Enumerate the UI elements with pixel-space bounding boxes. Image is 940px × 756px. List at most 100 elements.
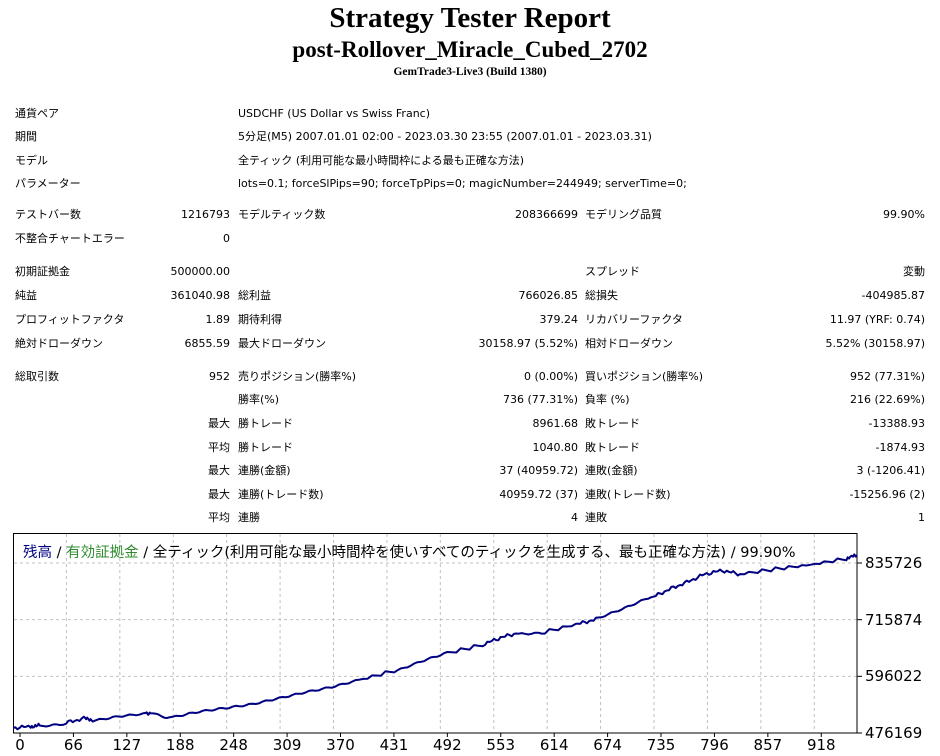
y-tick-label: 596022 xyxy=(865,667,923,686)
ticks-label: モデルティック数 xyxy=(238,208,326,221)
x-tick-label: 614 xyxy=(539,736,569,754)
legend-description: / 全ティック(利用可能な最小時間枠を使いすべてのティックを生成する、最も正確な… xyxy=(138,545,796,561)
x-tick-label: 492 xyxy=(433,736,462,754)
consecloss-amt-value: 3 (-1206.41) xyxy=(856,464,925,477)
y-tick-label: 715874 xyxy=(865,610,923,629)
consecwin-cnt-value: 40959.72 (37) xyxy=(499,488,578,501)
bars-value: 1216793 xyxy=(181,208,230,221)
max-word: 最大 xyxy=(208,464,230,477)
balance-series-line xyxy=(13,553,858,731)
x-tick-label: 796 xyxy=(700,736,729,754)
params-value: lots=0.1; forceSlPips=90; forceTpPips=0;… xyxy=(238,177,687,190)
deposit-label: 初期証拠金 xyxy=(15,265,70,278)
short-value: 0 (0.00%) xyxy=(523,370,578,383)
absdd-label: 絶対ドローダウン xyxy=(15,337,103,350)
consecwin-amt-label: 連勝(金額) xyxy=(238,464,291,477)
trades-value: 952 xyxy=(209,370,230,383)
legend-sep: / xyxy=(52,545,67,561)
maxloss-value: -13388.93 xyxy=(868,417,925,430)
deposit-value: 500000.00 xyxy=(170,265,231,278)
consecloss-cnt-label: 連敗(トレード数) xyxy=(585,488,671,501)
pair-value: USDCHF (US Dollar vs Swiss Franc) xyxy=(238,107,431,120)
avg-word: 平均 xyxy=(208,441,230,454)
trades-label: 総取引数 xyxy=(15,370,59,383)
pf-value: 1.89 xyxy=(205,313,231,326)
short-label: 売りポジション(勝率%) xyxy=(238,370,357,383)
period-label: 期間 xyxy=(15,130,37,143)
maxwin-value: 8961.68 xyxy=(532,417,579,430)
grossprofit-label: 総利益 xyxy=(238,289,271,302)
avg-word: 平均 xyxy=(208,511,230,524)
lossrate-value: 216 (22.69%) xyxy=(849,393,925,406)
consecwin-amt-value: 37 (40959.72) xyxy=(499,464,578,477)
consecloss-amt-label: 連敗(金額) xyxy=(585,464,638,477)
chart-legend: 残高 / 有効証拠金 / 全ティック(利用可能な最小時間枠を使いすべてのティック… xyxy=(23,541,796,562)
long-label: 買いポジション(勝率%) xyxy=(585,370,704,383)
period-value: 5分足(M5) 2007.01.01 02:00 - 2023.03.30 23… xyxy=(238,130,652,143)
consecloss-cnt-value: -15256.96 (2) xyxy=(849,488,925,501)
expected-label: 期待利得 xyxy=(238,313,282,326)
balance-chart: 残高 / 有効証拠金 / 全ティック(利用可能な最小時間枠を使いすべてのティック… xyxy=(13,533,940,756)
avgconsecwin-label: 連勝 xyxy=(238,511,260,524)
grossloss-label: 総損失 xyxy=(585,289,618,302)
x-tick-label: 674 xyxy=(593,736,622,754)
legend-balance: 残高 xyxy=(23,545,52,561)
spread-value: 変動 xyxy=(903,265,925,278)
x-tick-label: 857 xyxy=(753,736,783,754)
mismatch-value: 0 xyxy=(223,232,230,245)
avgconsecloss-label: 連敗 xyxy=(585,511,607,524)
absdd-value: 6855.59 xyxy=(184,337,231,350)
x-tick-label: 431 xyxy=(379,736,409,754)
max-word: 最大 xyxy=(208,488,230,501)
server-build: GemTrade3-Live3 (Build 1380) xyxy=(393,66,547,78)
max-word: 最大 xyxy=(208,417,230,430)
chart-frame xyxy=(13,533,858,734)
pair-label: 通貨ペア xyxy=(15,107,59,120)
report-title: Strategy Tester Report xyxy=(329,2,611,34)
x-tick-label: 127 xyxy=(112,736,142,754)
maxdd-value: 30158.97 (5.52%) xyxy=(478,337,578,350)
maxloss-label: 敗トレード xyxy=(585,417,640,430)
mismatch-label: 不整合チャートエラー xyxy=(15,232,125,245)
recovery-label: リカバリーファクタ xyxy=(585,313,683,326)
ticks-value: 208366699 xyxy=(515,208,578,221)
quality-label: モデリング品質 xyxy=(585,208,662,221)
x-tick-label: 735 xyxy=(646,736,676,754)
maxdd-label: 最大ドローダウン xyxy=(238,337,326,350)
x-tick-label: 188 xyxy=(165,736,195,754)
avgloss-label: 敗トレード xyxy=(585,441,640,454)
netprofit-label: 純益 xyxy=(15,289,37,302)
long-value: 952 (77.31%) xyxy=(849,370,925,383)
recovery-value: 11.97 (YRF: 0.74) xyxy=(829,313,925,326)
x-tick-label: 248 xyxy=(219,736,248,754)
netprofit-value: 361040.98 xyxy=(170,289,231,302)
lossrate-label: 負率 (%) xyxy=(585,393,630,406)
grossloss-value: -404985.87 xyxy=(861,289,925,302)
report-subtitle: post-Rollover_Miracle_Cubed_2702 xyxy=(292,37,648,62)
model-label: モデル xyxy=(15,154,48,167)
avgwin-label: 勝トレード xyxy=(238,441,293,454)
y-tick-label: 835726 xyxy=(865,554,923,572)
spread-label: スプレッド xyxy=(585,265,640,278)
model-value: 全ティック (利用可能な最小時間枠による最も正確な方法) xyxy=(238,154,525,167)
avgconsecloss-value: 1 xyxy=(918,511,925,524)
consecwin-cnt-label: 連勝(トレード数) xyxy=(238,488,324,501)
winrate-value: 736 (77.31%) xyxy=(502,393,578,406)
pf-label: プロフィットファクタ xyxy=(15,313,125,326)
winrate-label: 勝率(%) xyxy=(238,393,280,406)
expected-value: 379.24 xyxy=(539,313,579,326)
grossprofit-value: 766026.85 xyxy=(518,289,579,302)
chart-canvas xyxy=(13,533,862,737)
x-tick-label: 370 xyxy=(326,736,355,754)
maxwin-label: 勝トレード xyxy=(238,417,293,430)
y-tick-label: 476169 xyxy=(865,724,923,742)
legend-equity: 有効証拠金 xyxy=(66,545,139,561)
avgconsecwin-value: 4 xyxy=(571,511,578,524)
params-label: パラメーター xyxy=(15,177,81,190)
reldd-label: 相対ドローダウン xyxy=(585,337,673,350)
reldd-value: 5.52% (30158.97) xyxy=(825,337,925,350)
x-tick-label: 66 xyxy=(63,736,83,754)
x-tick-label: 553 xyxy=(486,736,516,754)
avgwin-value: 1040.80 xyxy=(532,441,579,454)
quality-value: 99.90% xyxy=(883,208,925,221)
